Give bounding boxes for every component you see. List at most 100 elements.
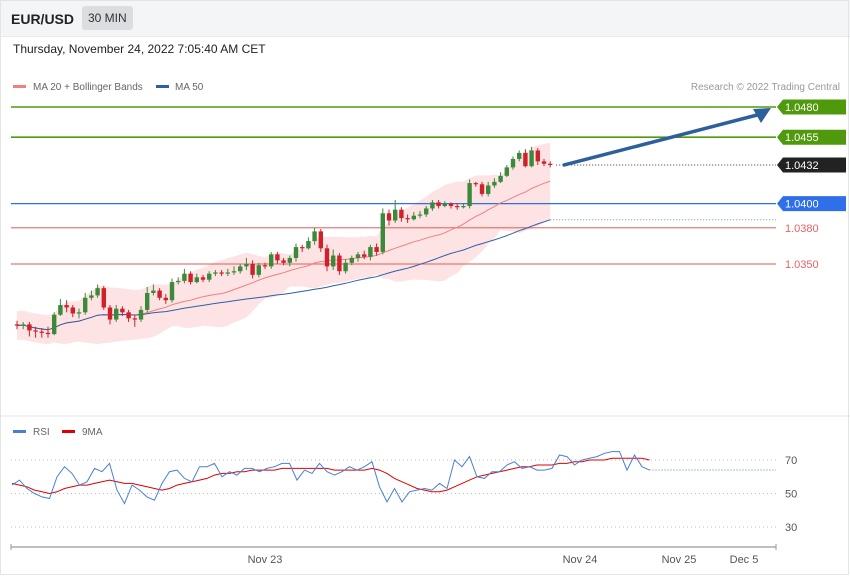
candle <box>393 199 398 223</box>
candle <box>89 290 94 301</box>
rsi-tick-30: 30 <box>785 522 797 534</box>
candle-body <box>548 163 553 165</box>
candle-body <box>517 152 522 159</box>
candle <box>64 300 69 313</box>
candle-body <box>64 305 69 308</box>
candle-body <box>498 175 503 182</box>
candle-body <box>219 272 224 274</box>
candle-body <box>318 231 323 249</box>
candle-body <box>523 152 528 167</box>
credit-text: Research © 2022 Trading Central <box>691 82 840 93</box>
rsi-legend-label: RSI <box>33 427 50 438</box>
candle-body <box>362 254 367 257</box>
candle <box>380 208 385 255</box>
candle <box>300 244 305 252</box>
candle <box>405 214 410 223</box>
candle-body <box>393 209 398 221</box>
candle-body <box>250 264 255 275</box>
candle-body <box>380 213 385 252</box>
candle-body <box>541 161 547 164</box>
candle <box>498 172 503 184</box>
candle-body <box>424 208 429 215</box>
candle-body <box>58 305 63 315</box>
candle <box>14 320 20 330</box>
candle-body <box>39 331 44 333</box>
candle-body <box>225 272 230 274</box>
candle <box>169 278 175 303</box>
candle <box>306 237 311 250</box>
candle <box>337 253 342 275</box>
candle <box>287 255 292 267</box>
candle <box>492 178 497 188</box>
candle-body <box>83 297 88 313</box>
candle <box>479 181 485 197</box>
candle <box>188 271 193 285</box>
candle-body <box>207 273 212 280</box>
candle <box>368 244 373 261</box>
candle <box>114 305 119 322</box>
ma50-legend-label: MA 50 <box>175 82 204 93</box>
x-tick-label: Dec 5 <box>730 554 759 566</box>
candle <box>548 161 553 168</box>
candle-body <box>461 206 466 208</box>
candle-body <box>21 324 26 326</box>
level-tag-1.0400 <box>777 196 846 212</box>
candle-body <box>70 307 75 314</box>
candle-body <box>169 282 175 301</box>
candle-body <box>312 231 317 242</box>
candle-body <box>473 183 478 185</box>
candle-body <box>417 214 423 216</box>
candle-body <box>244 264 249 267</box>
candle <box>461 203 466 209</box>
candle <box>76 308 82 319</box>
candle <box>256 262 261 278</box>
candle <box>281 257 286 266</box>
candle <box>355 251 361 262</box>
candle-body <box>231 271 237 273</box>
candle <box>374 243 379 256</box>
candle-body <box>151 290 156 293</box>
candle <box>455 203 460 210</box>
candle <box>349 255 354 266</box>
candle-body <box>455 206 460 208</box>
header-bar: EUR/USD 30 MIN <box>0 0 850 37</box>
candle-body <box>238 266 243 272</box>
candle <box>535 148 540 165</box>
candle <box>120 306 125 316</box>
candle-body <box>33 330 38 332</box>
candle-body <box>337 255 342 272</box>
candle-body <box>399 209 404 219</box>
candle <box>529 146 534 168</box>
candle-body <box>504 167 509 176</box>
forecast-arrow-shaft <box>562 112 763 167</box>
candle <box>411 212 416 221</box>
candle <box>343 259 348 274</box>
candle <box>541 158 547 167</box>
candle <box>138 306 144 322</box>
candle-body <box>89 295 94 298</box>
candle <box>27 321 32 337</box>
candle-body <box>368 247 373 257</box>
rsi-tick-50: 50 <box>785 489 797 501</box>
candle-body <box>448 203 454 207</box>
candle <box>448 202 454 209</box>
candle <box>207 271 212 283</box>
candle-body <box>182 273 187 281</box>
candle-body <box>194 277 199 283</box>
level-label-1.0350: 1.0350 <box>785 259 819 271</box>
candle <box>33 326 38 338</box>
candle <box>39 328 44 338</box>
candle-body <box>76 312 82 314</box>
ma20-legend-swatch <box>13 85 26 88</box>
candle-body <box>188 273 193 283</box>
timeframe-button[interactable]: 30 MIN <box>82 6 133 30</box>
candle-body <box>535 150 540 162</box>
candle <box>275 251 280 264</box>
ma50-line <box>16 219 551 331</box>
level-label-1.0432: 1.0432 <box>785 160 819 172</box>
candle <box>262 262 268 269</box>
candle-body <box>132 318 137 320</box>
candle <box>312 227 317 245</box>
candle <box>331 249 336 271</box>
